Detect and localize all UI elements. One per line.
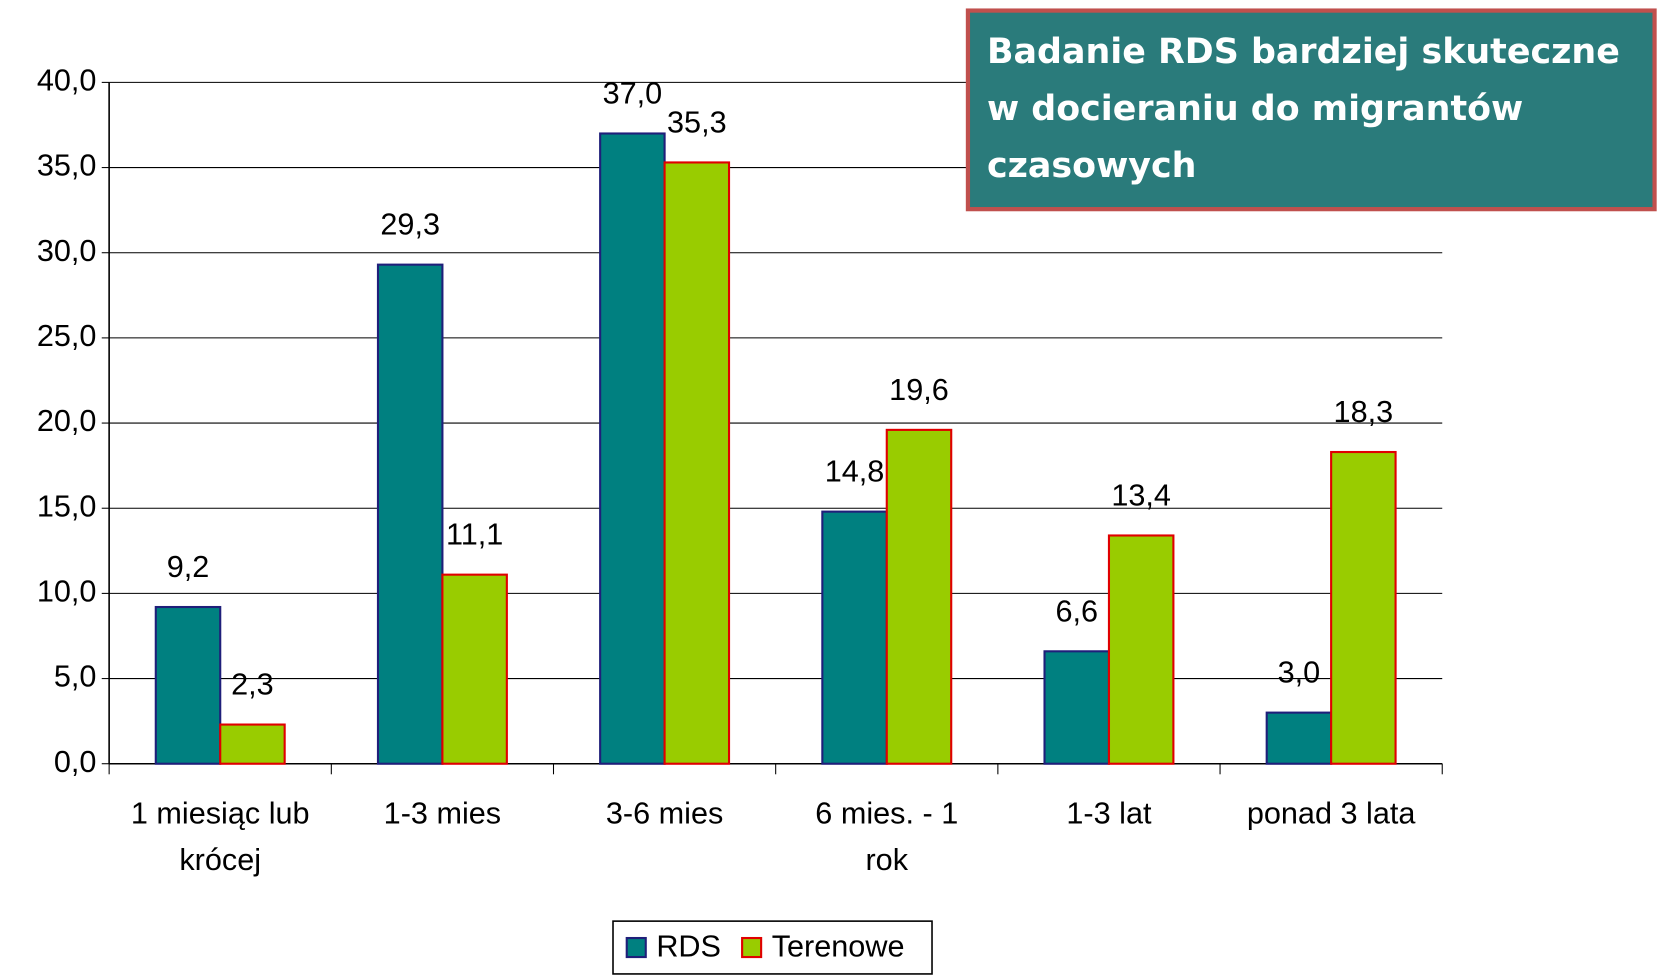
- bar: [1265, 711, 1333, 765]
- annotation: w docieraniu do migrantów: [987, 89, 1523, 129]
- legend-swatch: [741, 936, 763, 959]
- bar: [154, 605, 222, 765]
- bar: [441, 573, 508, 765]
- data-label: 6,6: [1055, 594, 1098, 628]
- x-tick-label: 6 mies. - 1: [815, 797, 958, 831]
- bar: [1043, 650, 1111, 765]
- bar: [663, 161, 731, 765]
- y-tick-label: 15,0: [37, 489, 97, 523]
- x-tick-label: krócej: [179, 843, 261, 877]
- data-label: 14,8: [825, 455, 885, 489]
- legend-label: Terenowe: [772, 930, 905, 964]
- data-label: 3,0: [1278, 656, 1321, 690]
- bar: [219, 723, 286, 765]
- data-label: 11,1: [446, 518, 503, 552]
- bar: [1107, 534, 1175, 765]
- bar: [885, 428, 953, 765]
- y-tick-label: 40,0: [37, 63, 97, 97]
- data-label: 29,3: [380, 208, 440, 242]
- data-label: 37,0: [603, 77, 663, 111]
- x-tick-label: rok: [866, 843, 909, 877]
- y-tick-label: 25,0: [37, 319, 97, 353]
- y-tick-label: 0,0: [54, 745, 97, 779]
- x-tick-label: 3-6 mies: [606, 797, 723, 831]
- y-tick-label: 35,0: [37, 149, 97, 183]
- x-tick-label: 1-3 lat: [1066, 797, 1152, 831]
- annotation: Badanie RDS bardziej skuteczne: [987, 32, 1620, 72]
- annotation: czasowych: [987, 146, 1196, 186]
- data-label: 2,3: [231, 668, 274, 702]
- bar: [599, 132, 666, 765]
- bar: [821, 510, 888, 765]
- legend-swatch: [625, 936, 647, 959]
- bar: [1330, 450, 1397, 765]
- legend-box: [612, 920, 933, 975]
- annotation-box: [965, 8, 1657, 212]
- legend-label: RDS: [656, 930, 721, 964]
- y-tick-label: 10,0: [37, 574, 97, 608]
- bar: [376, 263, 444, 765]
- y-tick-label: 5,0: [54, 660, 97, 694]
- x-tick-label: 1 miesiąc lub: [131, 797, 310, 831]
- data-label: 13,4: [1111, 479, 1171, 513]
- data-label: 19,6: [889, 373, 949, 407]
- x-tick-label: 1-3 mies: [384, 797, 501, 831]
- y-tick-label: 20,0: [37, 404, 97, 438]
- x-tick-label: ponad 3 lata: [1247, 797, 1417, 831]
- data-label: 18,3: [1334, 395, 1394, 429]
- y-tick-label: 30,0: [37, 234, 97, 268]
- data-label: 9,2: [167, 550, 210, 584]
- data-label: 35,3: [667, 106, 727, 140]
